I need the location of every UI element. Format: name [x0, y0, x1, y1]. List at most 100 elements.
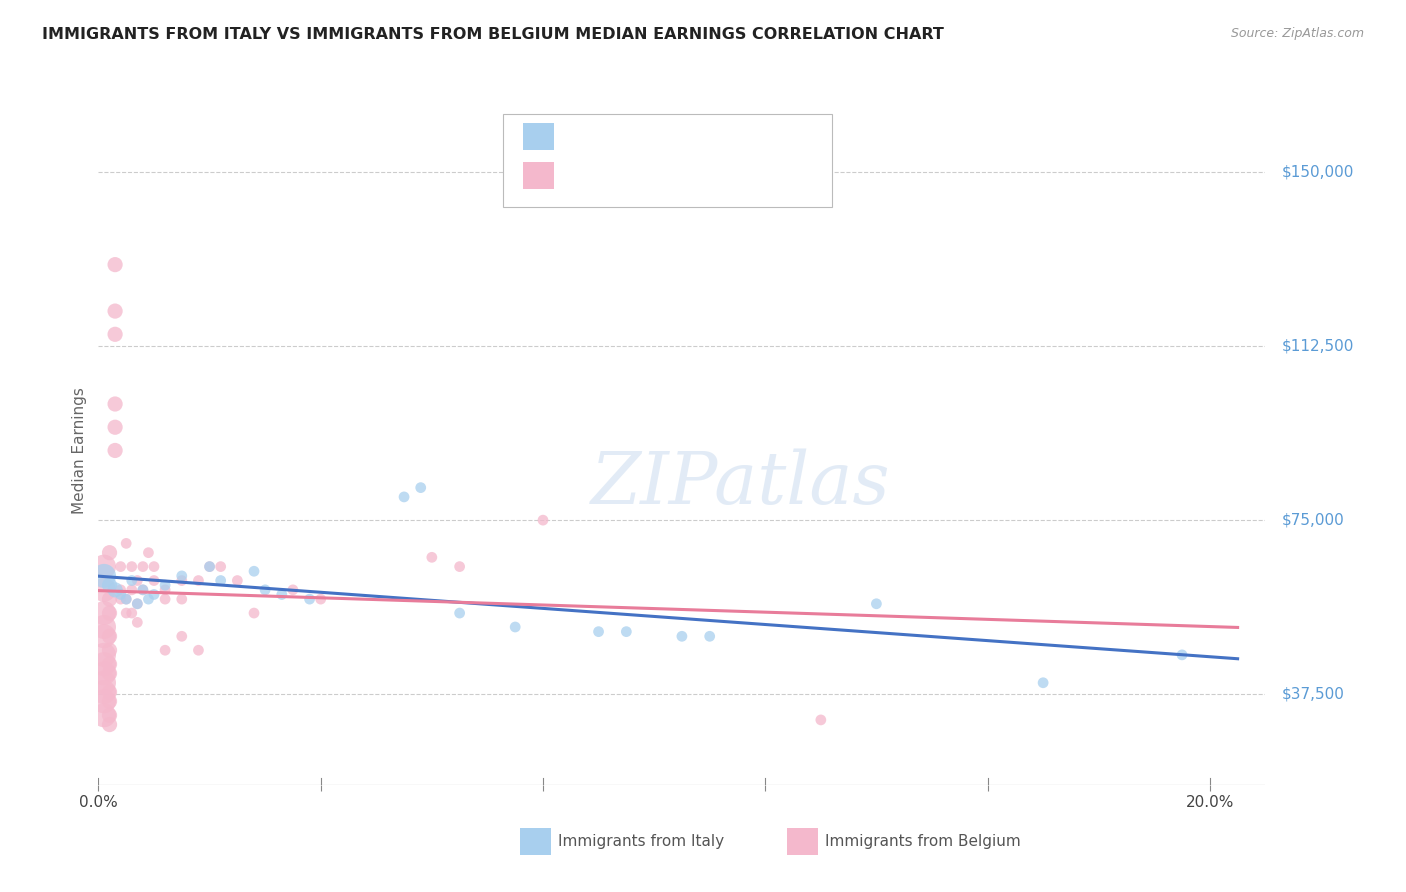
- Point: [138, 546, 160, 560]
- Point: [449, 559, 471, 574]
- Point: [93, 648, 115, 662]
- Point: [127, 597, 149, 611]
- Point: [298, 592, 321, 607]
- Point: [1171, 648, 1194, 662]
- Point: [143, 559, 166, 574]
- Point: [93, 708, 115, 723]
- Point: [409, 481, 432, 495]
- Point: [153, 643, 176, 657]
- Point: [392, 490, 415, 504]
- Point: [153, 582, 176, 597]
- Point: [115, 592, 138, 607]
- Point: [132, 582, 155, 597]
- Point: [98, 708, 121, 723]
- Point: [104, 443, 127, 458]
- Point: [98, 629, 121, 643]
- Point: [127, 615, 149, 630]
- Point: [503, 620, 526, 634]
- Text: Immigrants from Belgium: Immigrants from Belgium: [825, 834, 1021, 848]
- Point: [93, 620, 115, 634]
- Point: [531, 513, 554, 527]
- Text: Source: ZipAtlas.com: Source: ZipAtlas.com: [1230, 27, 1364, 40]
- Point: [115, 536, 138, 550]
- Point: [93, 629, 115, 643]
- Point: [187, 574, 209, 588]
- Text: $150,000: $150,000: [1282, 164, 1354, 179]
- Text: $37,500: $37,500: [1282, 687, 1346, 702]
- Point: [614, 624, 637, 639]
- Point: [93, 606, 115, 620]
- Point: [104, 582, 127, 597]
- Point: [226, 574, 249, 588]
- Point: [281, 582, 304, 597]
- Point: [98, 643, 121, 657]
- Point: [98, 717, 121, 731]
- Point: [121, 559, 143, 574]
- Point: [671, 629, 693, 643]
- Point: [143, 574, 166, 588]
- Text: R = -0.457   N = 29: R = -0.457 N = 29: [565, 128, 738, 143]
- Text: Immigrants from Italy: Immigrants from Italy: [558, 834, 724, 848]
- Point: [93, 694, 115, 708]
- Point: [143, 587, 166, 601]
- Point: [104, 327, 127, 342]
- Point: [104, 420, 127, 434]
- Point: [138, 592, 160, 607]
- Point: [243, 564, 266, 578]
- Point: [93, 666, 115, 681]
- Point: [110, 582, 132, 597]
- Point: [153, 578, 176, 592]
- Point: [93, 657, 115, 672]
- Point: [98, 657, 121, 672]
- Point: [98, 694, 121, 708]
- Point: [121, 606, 143, 620]
- Point: [115, 592, 138, 607]
- Point: [132, 582, 155, 597]
- Point: [121, 582, 143, 597]
- Point: [98, 592, 121, 607]
- Point: [153, 592, 176, 607]
- Point: [865, 597, 887, 611]
- Point: [93, 675, 115, 690]
- Point: [93, 582, 115, 597]
- Point: [132, 559, 155, 574]
- Point: [93, 685, 115, 699]
- Point: [121, 574, 143, 588]
- Point: [1032, 675, 1054, 690]
- Point: [104, 258, 127, 272]
- Point: [93, 559, 115, 574]
- Point: [209, 559, 232, 574]
- Point: [170, 592, 193, 607]
- Point: [170, 574, 193, 588]
- Text: ZIPatlas: ZIPatlas: [591, 449, 890, 519]
- Text: R =  0.102   N = 63: R = 0.102 N = 63: [565, 168, 738, 182]
- Point: [449, 606, 471, 620]
- Y-axis label: Median Earnings: Median Earnings: [72, 387, 87, 514]
- Point: [243, 606, 266, 620]
- Point: [104, 304, 127, 318]
- Point: [110, 592, 132, 607]
- Point: [170, 569, 193, 583]
- Text: $75,000: $75,000: [1282, 513, 1344, 528]
- Point: [187, 643, 209, 657]
- Point: [98, 578, 121, 592]
- Point: [98, 606, 121, 620]
- Point: [810, 713, 832, 727]
- Point: [198, 559, 221, 574]
- Point: [98, 666, 121, 681]
- Point: [98, 685, 121, 699]
- Point: [170, 629, 193, 643]
- Point: [588, 624, 610, 639]
- Point: [127, 597, 149, 611]
- Text: IMMIGRANTS FROM ITALY VS IMMIGRANTS FROM BELGIUM MEDIAN EARNINGS CORRELATION CHA: IMMIGRANTS FROM ITALY VS IMMIGRANTS FROM…: [42, 27, 943, 42]
- Point: [254, 582, 277, 597]
- Point: [110, 559, 132, 574]
- Point: [209, 574, 232, 588]
- Point: [270, 587, 292, 601]
- Point: [115, 606, 138, 620]
- Point: [93, 569, 115, 583]
- Point: [104, 397, 127, 411]
- Point: [98, 546, 121, 560]
- Point: [420, 550, 443, 565]
- Text: $112,500: $112,500: [1282, 338, 1354, 353]
